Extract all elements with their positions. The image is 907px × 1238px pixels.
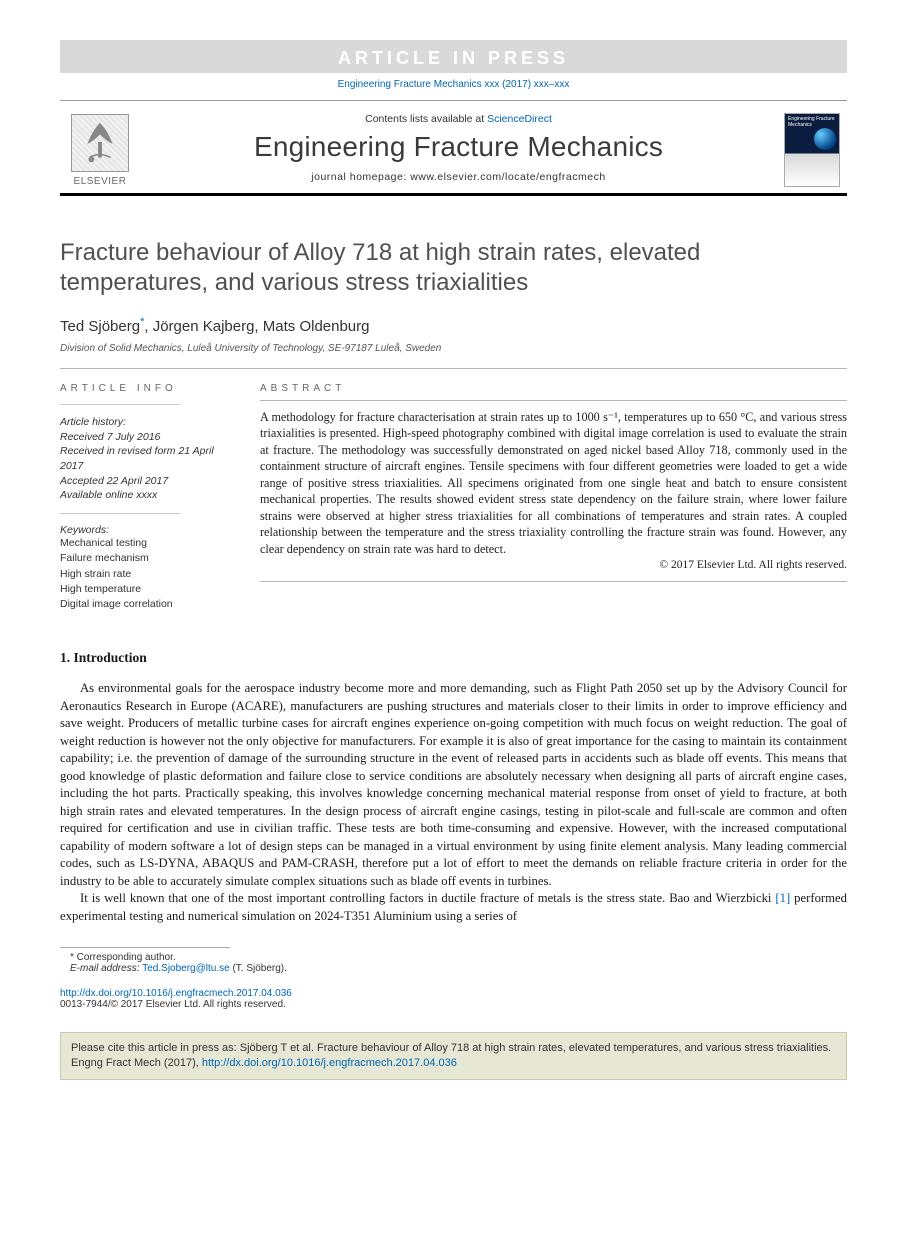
history-revised: Received in revised form 21 April 2017	[60, 444, 236, 473]
keyword: Digital image correlation	[60, 597, 236, 612]
article-info-heading: ARTICLE INFO	[60, 383, 236, 394]
footnote-rule	[60, 947, 230, 948]
doi-link[interactable]: http://dx.doi.org/10.1016/j.engfracmech.…	[60, 988, 847, 999]
author-2[interactable]: Jörgen Kajberg	[153, 318, 255, 335]
homepage-url[interactable]: www.elsevier.com/locate/engfracmech	[410, 171, 606, 183]
contents-lists-line: Contents lists available at ScienceDirec…	[150, 113, 767, 125]
homepage-prefix: journal homepage:	[311, 171, 410, 183]
elsevier-tree-icon	[71, 114, 129, 172]
issn-copyright: 0013-7944/© 2017 Elsevier Ltd. All right…	[60, 999, 847, 1010]
abstract-copyright: © 2017 Elsevier Ltd. All rights reserved…	[260, 559, 847, 571]
contents-prefix: Contents lists available at	[365, 113, 487, 125]
authors-line: Ted Sjöberg*, Jörgen Kajberg, Mats Olden…	[60, 316, 847, 335]
journal-cover-thumbnail[interactable]: Engineering Fracture Mechanics	[777, 107, 847, 193]
article-title: Fracture behaviour of Alloy 718 at high …	[60, 238, 847, 298]
keyword: High temperature	[60, 582, 236, 597]
cover-title-text: Engineering Fracture Mechanics	[785, 114, 839, 131]
intro-paragraph-1: As environmental goals for the aerospace…	[60, 680, 847, 890]
sciencedirect-link[interactable]: ScienceDirect	[487, 113, 552, 125]
article-in-press-banner: ARTICLE IN PRESS	[60, 40, 847, 73]
citation-footer-box: Please cite this article in press as: Sj…	[60, 1032, 847, 1080]
email-suffix: (T. Sjöberg).	[230, 963, 287, 974]
aip-label: ARTICLE IN PRESS	[60, 48, 847, 69]
section-heading-introduction: 1. Introduction	[60, 650, 847, 666]
divider	[60, 404, 180, 405]
corresponding-mark-icon[interactable]: *	[140, 316, 144, 328]
article-info-column: ARTICLE INFO Article history: Received 7…	[60, 383, 260, 612]
divider	[260, 400, 847, 401]
history-label: Article history:	[60, 415, 236, 430]
journal-name: Engineering Fracture Mechanics	[150, 131, 767, 163]
history-online: Available online xxxx	[60, 488, 236, 503]
cover-image-icon: Engineering Fracture Mechanics	[784, 113, 840, 187]
publisher-name: ELSEVIER	[74, 176, 127, 187]
cover-globe-icon	[814, 128, 836, 150]
email-label: E-mail address:	[70, 963, 142, 974]
keyword: High strain rate	[60, 567, 236, 582]
abstract-text: A methodology for fracture characterisat…	[260, 409, 847, 557]
publisher-logo[interactable]: ELSEVIER	[60, 107, 140, 193]
keyword: Mechanical testing	[60, 536, 236, 551]
top-citation-line: Engineering Fracture Mechanics xxx (2017…	[60, 75, 847, 100]
abstract-heading: ABSTRACT	[260, 383, 847, 394]
corresponding-email-link[interactable]: Ted.Sjoberg@ltu.se	[142, 963, 229, 974]
keyword: Failure mechanism	[60, 551, 236, 566]
journal-homepage: journal homepage: www.elsevier.com/locat…	[150, 171, 767, 183]
history-accepted: Accepted 22 April 2017	[60, 474, 236, 489]
header-center: Contents lists available at ScienceDirec…	[140, 107, 777, 193]
divider	[260, 581, 847, 582]
history-received: Received 7 July 2016	[60, 430, 236, 445]
journal-header: ELSEVIER Contents lists available at Sci…	[60, 100, 847, 196]
divider	[60, 368, 847, 369]
keywords-label: Keywords:	[60, 524, 236, 536]
reference-link-1[interactable]: [1]	[775, 891, 790, 905]
abstract-column: ABSTRACT A methodology for fracture char…	[260, 383, 847, 612]
affiliation: Division of Solid Mechanics, Luleå Unive…	[60, 343, 847, 354]
divider	[60, 513, 180, 514]
p2-pre: It is well known that one of the most im…	[80, 891, 775, 905]
corresponding-author-note: * Corresponding author.	[70, 952, 847, 963]
intro-paragraph-2: It is well known that one of the most im…	[60, 890, 847, 925]
doi-block: http://dx.doi.org/10.1016/j.engfracmech.…	[60, 988, 847, 1010]
author-1[interactable]: Ted Sjöberg	[60, 318, 140, 335]
author-3[interactable]: Mats Oldenburg	[263, 318, 370, 335]
cite-footer-doi-link[interactable]: http://dx.doi.org/10.1016/j.engfracmech.…	[202, 1057, 457, 1069]
